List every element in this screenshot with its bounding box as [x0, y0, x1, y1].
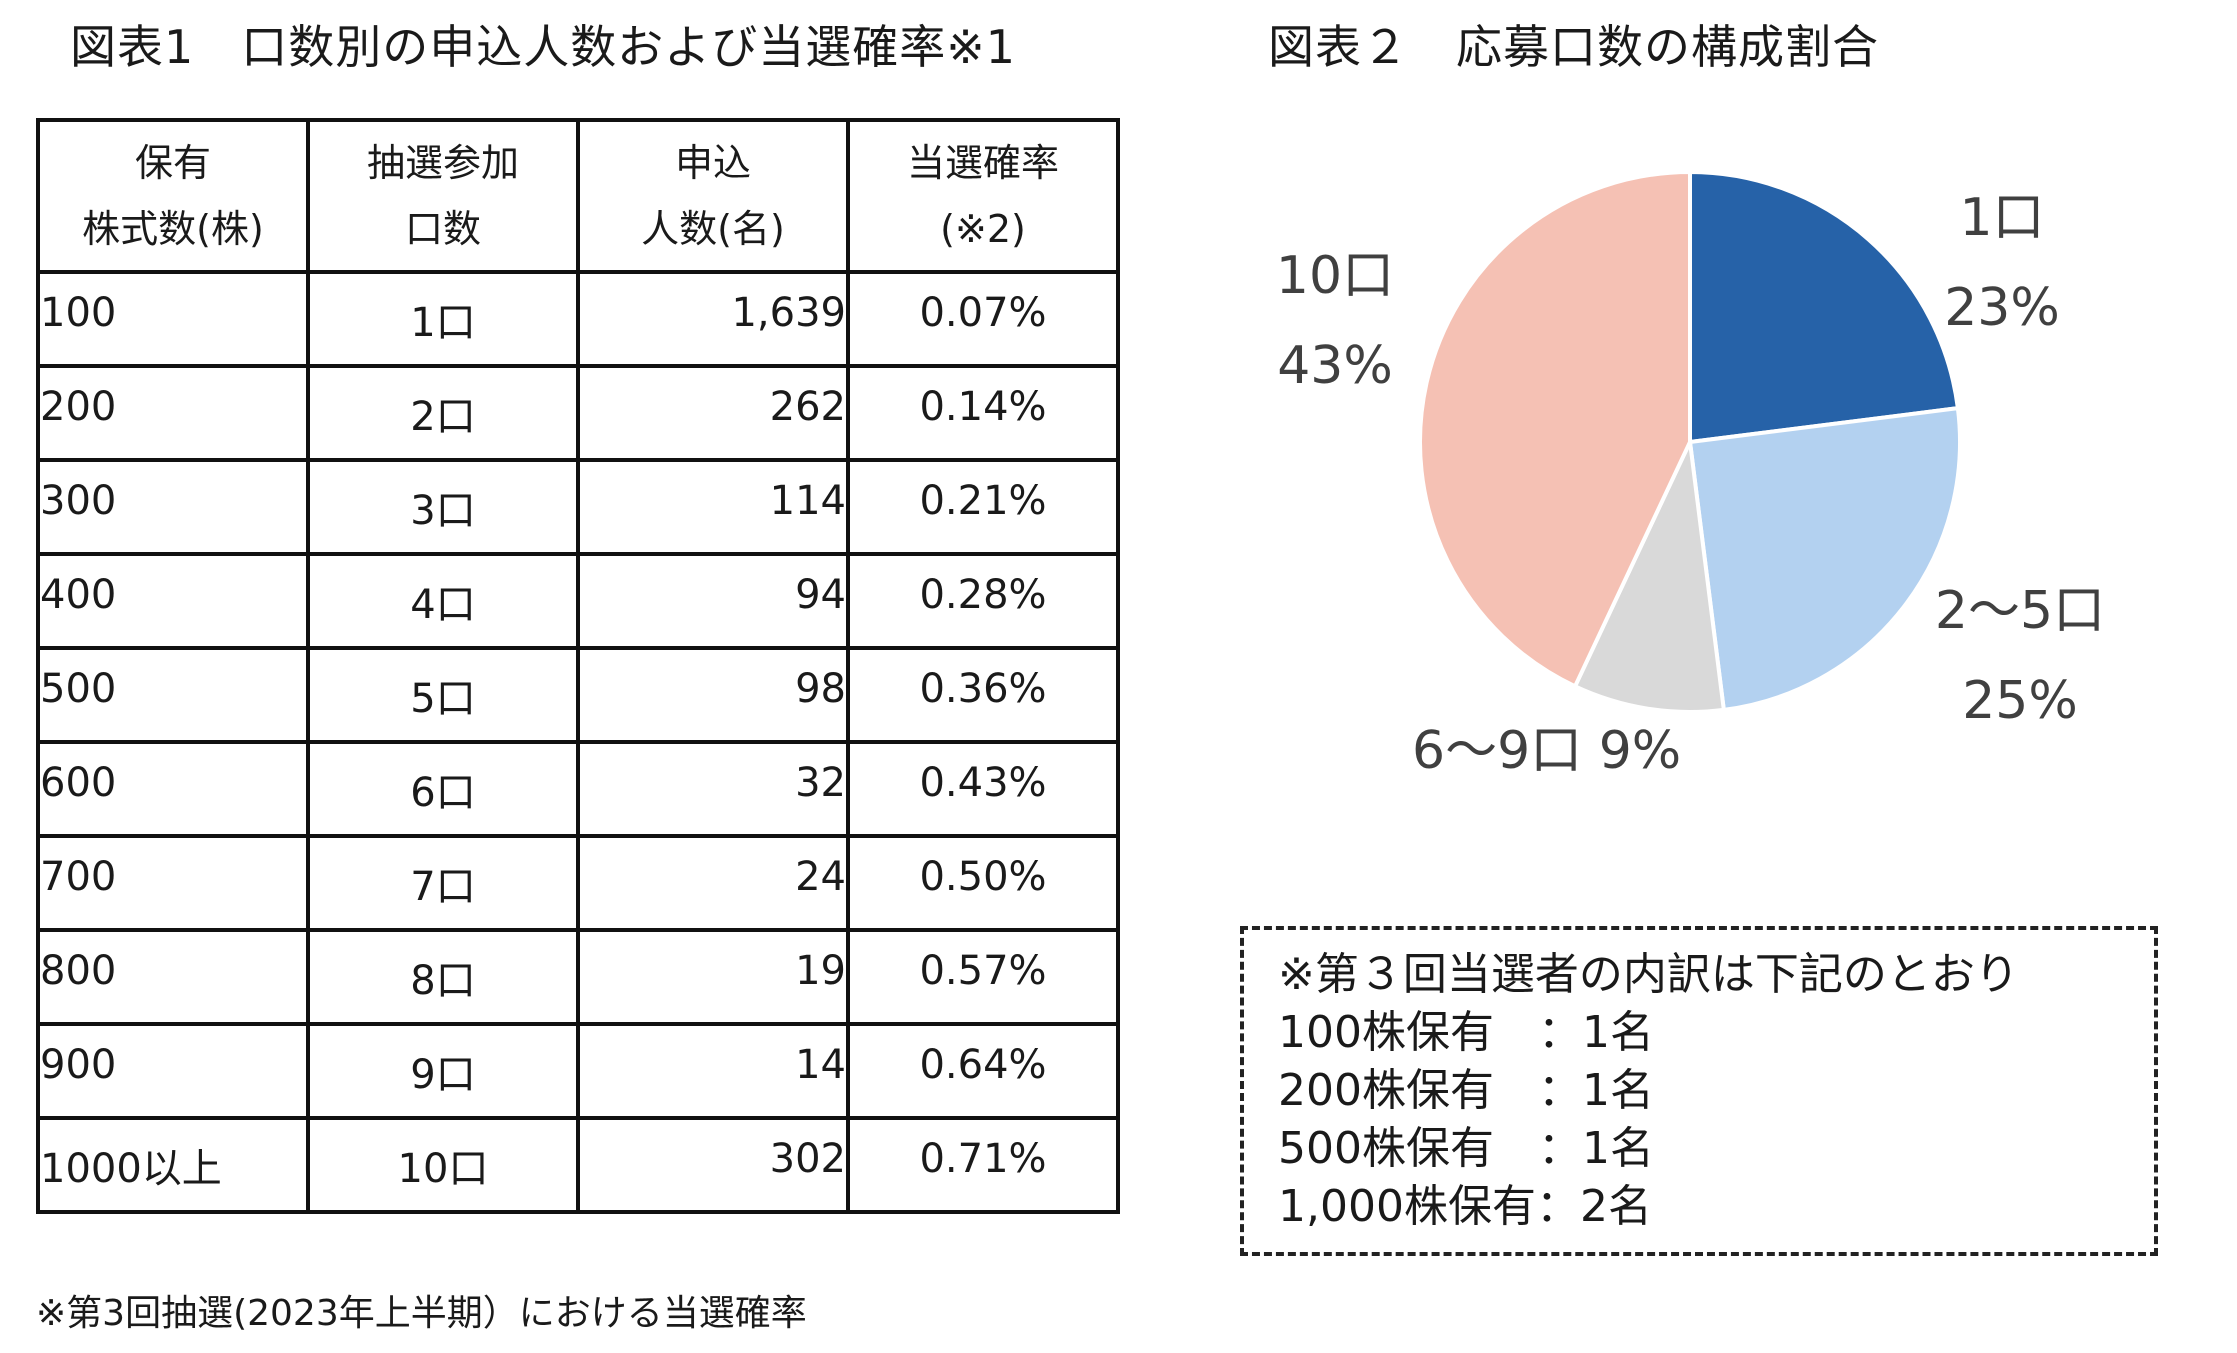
cell-units: 6口: [306, 740, 580, 838]
cell-rate: 0.14%: [846, 364, 1120, 462]
table-row: 300 3口 114 0.21%: [36, 458, 1120, 556]
table-row: 600 6口 32 0.43%: [36, 740, 1120, 838]
cell-shares: 100: [36, 270, 310, 368]
cell-units: 3口: [306, 458, 580, 556]
cell-shares: 300: [36, 458, 310, 556]
table-footnote: ※第3回抽選(2023年上半期）における当選確率: [36, 1293, 807, 1334]
breakdown-line: 100株保有 ：1名: [1278, 1007, 1654, 1058]
slice-percent: 43%: [1277, 336, 1393, 396]
cell-units: 9口: [306, 1022, 580, 1120]
cell-shares: 200: [36, 364, 310, 462]
cell-applicants: 262: [576, 364, 850, 462]
cell-rate: 0.71%: [846, 1116, 1120, 1214]
table-row: 100 1口 1,639 0.07%: [36, 270, 1120, 368]
cell-rate: 0.43%: [846, 740, 1120, 838]
cell-applicants: 98: [576, 646, 850, 744]
pie-slice: [1688, 169, 1961, 445]
cell-shares: 900: [36, 1022, 310, 1120]
winner-breakdown-box: ※第３回当選者の内訳は下記のとおり 100株保有 ：1名 200株保有 ：1名 …: [1240, 926, 2158, 1256]
cell-units: 8口: [306, 928, 580, 1026]
application-table: 保有 株式数(株) 抽選参加 口数 申込 人数(名) 当選確率 (※2) 100…: [36, 118, 1120, 1214]
cell-units: 7口: [306, 834, 580, 932]
cell-shares: 700: [36, 834, 310, 932]
slice-label: 1口: [1959, 188, 2044, 248]
cell-rate: 0.07%: [846, 270, 1120, 368]
cell-units: 4口: [306, 552, 580, 650]
cell-rate: 0.50%: [846, 834, 1120, 932]
table-row: 1000以上 10口 302 0.71%: [36, 1116, 1120, 1214]
header-applicants: 申込 人数(名): [576, 118, 850, 274]
pie-slice: [1418, 169, 1692, 689]
cell-applicants: 302: [576, 1116, 850, 1214]
slice-label: 2～5口: [1935, 581, 2105, 641]
cell-shares: 400: [36, 552, 310, 650]
cell-applicants: 32: [576, 740, 850, 838]
cell-applicants: 114: [576, 458, 850, 556]
cell-units: 5口: [306, 646, 580, 744]
slice-percent: 23%: [1944, 278, 2060, 338]
cell-shares: 1000以上: [36, 1116, 310, 1214]
breakdown-heading: ※第３回当選者の内訳は下記のとおり: [1278, 949, 2019, 1000]
cell-applicants: 14: [576, 1022, 850, 1120]
cell-units: 1口: [306, 270, 580, 368]
breakdown-line: 1,000株保有：2名: [1278, 1181, 1652, 1232]
cell-rate: 0.28%: [846, 552, 1120, 650]
pie-slice: [1687, 405, 1962, 713]
figure1-title: 図表1 口数別の申込人数および当選確率※1: [70, 20, 1017, 74]
table-row: 400 4口 94 0.28%: [36, 552, 1120, 650]
table-row: 900 9口 14 0.64%: [36, 1022, 1120, 1120]
table-row: 500 5口 98 0.36%: [36, 646, 1120, 744]
table-row: 800 8口 19 0.57%: [36, 928, 1120, 1026]
slice-percent: 25%: [1962, 671, 2078, 731]
cell-applicants: 1,639: [576, 270, 850, 368]
header-win-rate: 当選確率 (※2): [846, 118, 1120, 274]
cell-rate: 0.36%: [846, 646, 1120, 744]
cell-rate: 0.64%: [846, 1022, 1120, 1120]
cell-shares: 600: [36, 740, 310, 838]
header-holding-shares: 保有 株式数(株): [36, 118, 310, 274]
cell-shares: 500: [36, 646, 310, 744]
cell-rate: 0.21%: [846, 458, 1120, 556]
pie-chart: 1口 23% 2～5口 25% 6～9口 9% 10口 43%: [1275, 169, 2106, 781]
cell-units: 2口: [306, 364, 580, 462]
cell-shares: 800: [36, 928, 310, 1026]
table-row: 700 7口 24 0.50%: [36, 834, 1120, 932]
cell-applicants: 24: [576, 834, 850, 932]
table-row: 200 2口 262 0.14%: [36, 364, 1120, 462]
table-header-row: 保有 株式数(株) 抽選参加 口数 申込 人数(名) 当選確率 (※2): [36, 118, 1120, 274]
slice-label: 10口: [1276, 246, 1394, 306]
cell-rate: 0.57%: [846, 928, 1120, 1026]
header-lottery-units: 抽選参加 口数: [306, 118, 580, 274]
cell-applicants: 19: [576, 928, 850, 1026]
breakdown-line: 500株保有 ：1名: [1278, 1123, 1654, 1174]
pie-slice: [1572, 434, 1727, 714]
cell-applicants: 94: [576, 552, 850, 650]
breakdown-line: 200株保有 ：1名: [1278, 1065, 1654, 1116]
figure2-title: 図表２ 応募口数の構成割合: [1268, 20, 1879, 74]
cell-units: 10口: [306, 1116, 580, 1214]
slice-label: 6～9口 9%: [1412, 721, 1681, 781]
